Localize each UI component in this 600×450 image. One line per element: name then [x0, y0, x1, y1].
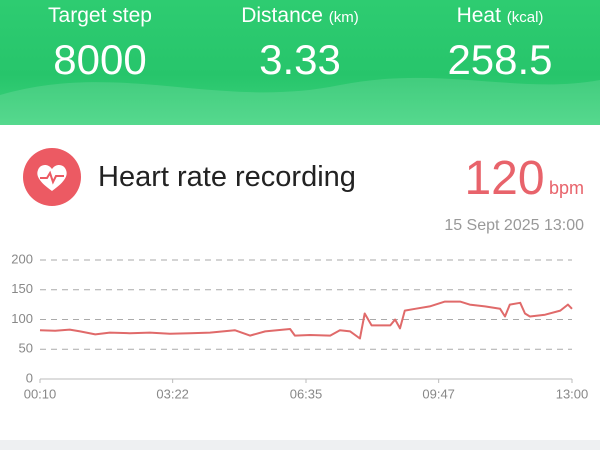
- heart-rate-line: [39, 300, 573, 340]
- card-title: Heart rate recording: [98, 161, 356, 193]
- stat: Heat (kcal) 258.5: [400, 0, 600, 84]
- rate-value: 120: [464, 152, 545, 205]
- x-tick-label: 09:47: [422, 386, 455, 401]
- stat-label: Distance: [241, 4, 323, 27]
- y-tick-label: 150: [11, 281, 33, 296]
- footer-band: [0, 440, 600, 450]
- timestamp: 15 Sept 2025 13:00: [444, 217, 584, 234]
- y-tick-label: 200: [11, 251, 33, 266]
- y-tick-label: 100: [11, 311, 33, 326]
- stat-value: 258.5: [447, 36, 553, 83]
- stat-label: Heat: [456, 4, 501, 27]
- stat-unit: (kcal): [506, 9, 544, 26]
- heart-icon: [23, 148, 81, 206]
- stat-label: Target step: [48, 4, 152, 27]
- rate-unit: bpm: [548, 178, 584, 198]
- stat-unit: (km): [328, 9, 359, 26]
- chart: 0 50 100 150 200 00:10 03:22 06:35 09:47 13:00: [11, 251, 589, 401]
- wave: [0, 77, 600, 125]
- stat-value: 8000: [53, 36, 147, 83]
- x-tick-label: 03:22: [156, 386, 189, 401]
- summary-header: Target step 8000 Distance (km) 3.33 Heat…: [0, 0, 600, 125]
- x-tick-label: 06:35: [290, 386, 323, 401]
- heart-rate-card: Heart rate recording 120 bpm 15 Sept 202…: [0, 125, 600, 440]
- stat-value: 3.33: [259, 36, 341, 83]
- y-tick-label: 0: [26, 370, 33, 385]
- y-tick-label: 50: [19, 341, 33, 356]
- current-rate: 120 bpm: [464, 151, 584, 206]
- x-tick-label: 00:10: [24, 386, 57, 401]
- stat: Distance (km) 3.33: [200, 0, 400, 84]
- stat: Target step 8000: [0, 0, 200, 84]
- x-tick-label: 13:00: [556, 386, 589, 401]
